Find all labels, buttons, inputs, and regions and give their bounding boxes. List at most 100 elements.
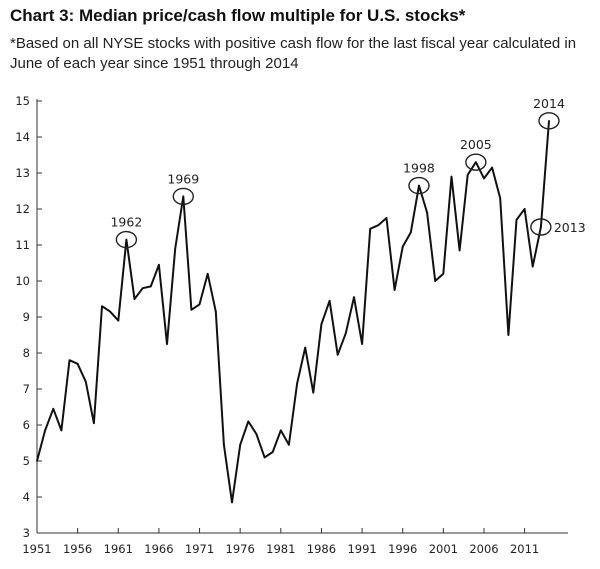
data-point <box>515 219 518 221</box>
data-point <box>499 197 502 199</box>
series-group <box>36 120 550 504</box>
data-point <box>84 381 87 383</box>
annotation-label: 2013 <box>554 220 586 235</box>
data-point <box>206 273 209 275</box>
data-point <box>93 422 95 425</box>
data-point <box>401 246 404 248</box>
y-tick-label: 7 <box>23 382 30 396</box>
data-point <box>458 249 461 252</box>
data-point <box>231 501 233 504</box>
annotation-label: 2005 <box>460 137 492 152</box>
data-point <box>361 343 363 345</box>
annotation-circle <box>115 230 138 249</box>
data-point <box>52 408 55 410</box>
data-point <box>483 177 485 180</box>
x-tick-label: 2001 <box>429 542 458 556</box>
y-tick-label: 11 <box>15 238 30 252</box>
data-point <box>418 184 420 187</box>
annotation-label: 1962 <box>110 215 142 230</box>
annotations-group: 1962 1969 1998 2005 2013 2014 <box>110 96 586 249</box>
x-tick-label: 1996 <box>388 542 417 556</box>
y-tick-label: 15 <box>15 94 30 108</box>
x-tick-label: 1961 <box>104 542 133 556</box>
x-tick-label: 1976 <box>226 542 255 556</box>
annotation-label: 1998 <box>403 161 435 176</box>
data-point <box>475 161 477 163</box>
data-point <box>410 231 412 234</box>
data-point <box>125 238 128 241</box>
data-point <box>247 420 250 423</box>
data-point <box>263 456 266 459</box>
annotation-label: 1969 <box>167 171 199 186</box>
data-point <box>369 228 372 230</box>
data-point <box>117 319 120 322</box>
data-point <box>68 359 71 362</box>
data-point <box>328 300 331 302</box>
y-tick-label: 13 <box>15 166 30 180</box>
data-point <box>36 460 38 462</box>
data-point <box>434 280 437 282</box>
data-point <box>255 433 258 435</box>
y-tick-label: 9 <box>23 310 30 324</box>
data-point <box>60 429 63 432</box>
data-point <box>166 343 168 345</box>
annotation-circle <box>538 112 560 130</box>
data-point <box>149 285 152 288</box>
y-tick-label: 14 <box>15 130 30 144</box>
y-tick-label: 5 <box>23 454 30 468</box>
annotation-circle <box>530 218 552 236</box>
annotation-circle <box>172 187 194 206</box>
data-point <box>466 174 469 176</box>
y-tick-label: 12 <box>15 202 30 216</box>
data-point <box>198 303 201 306</box>
data-point <box>345 332 347 335</box>
data-point <box>223 444 225 446</box>
data-point <box>442 273 445 275</box>
chart-title: Chart 3: Median price/cash flow multiple… <box>10 6 466 25</box>
annotation-label: 2014 <box>533 96 565 111</box>
data-point <box>141 287 144 290</box>
data-point <box>540 226 542 228</box>
data-point <box>548 120 550 122</box>
x-tick-label: 1986 <box>307 542 336 556</box>
data-point <box>182 195 185 198</box>
data-point <box>353 296 355 299</box>
data-point <box>239 444 241 446</box>
data-point <box>491 166 493 169</box>
data-point <box>377 224 380 226</box>
y-tick-label: 3 <box>23 526 30 540</box>
data-point <box>271 451 274 453</box>
data-point <box>288 444 290 446</box>
data-point <box>133 298 136 300</box>
data-point <box>312 391 315 394</box>
data-point <box>531 265 534 268</box>
y-tick-label: 10 <box>15 274 30 288</box>
data-point <box>109 310 111 313</box>
x-tick-label: 1966 <box>144 542 173 556</box>
x-tick-label: 1971 <box>185 542 214 556</box>
x-tick-label: 1991 <box>347 542 376 556</box>
data-point <box>336 354 339 356</box>
x-tick-label: 2011 <box>510 542 539 556</box>
annotation-circle <box>465 153 487 171</box>
annotation-circle <box>408 176 430 195</box>
data-point <box>507 334 510 336</box>
x-tick-label: 2006 <box>469 542 498 556</box>
data-point <box>190 309 193 311</box>
y-tick-label: 8 <box>23 346 30 360</box>
data-point <box>44 429 46 432</box>
y-tick-label: 4 <box>23 490 30 504</box>
x-tick-label: 1951 <box>22 542 51 556</box>
data-point <box>523 208 526 210</box>
data-point <box>101 305 103 308</box>
data-point <box>158 264 160 266</box>
data-point <box>174 247 176 250</box>
x-tick-label: 1981 <box>266 542 295 556</box>
data-point <box>214 310 217 313</box>
axes-group: 3 4 5 6 7 8 9 10 11 12 13 14 15 1951 1956 1961 1966 1971 1… <box>15 94 568 556</box>
series-line <box>36 120 550 504</box>
data-point <box>296 382 298 385</box>
x-tick-label: 1956 <box>63 542 92 556</box>
data-point <box>385 217 388 219</box>
